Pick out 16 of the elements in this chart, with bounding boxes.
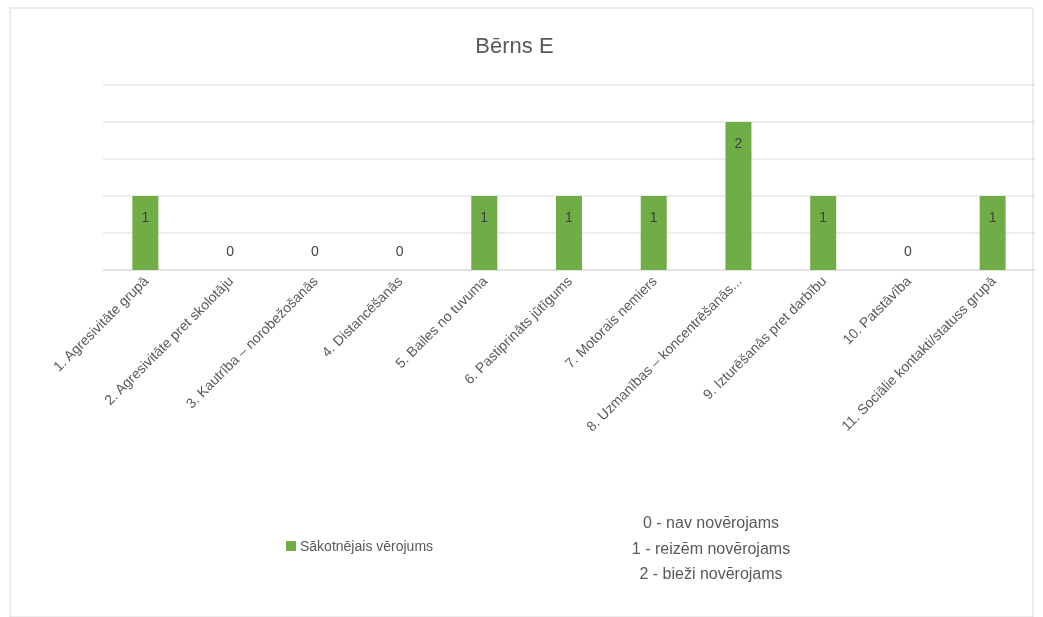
data-label: 1 (565, 209, 574, 225)
data-label: 1 (988, 209, 997, 225)
data-label: 1 (649, 209, 658, 225)
data-label: 0 (226, 243, 235, 259)
data-label: 0 (904, 243, 913, 259)
chart-title: Bērns E (475, 33, 554, 58)
data-label: 0 (395, 243, 404, 259)
data-label: 1 (141, 209, 150, 225)
legend-label: Sākotnējais vērojums (300, 538, 434, 554)
data-label: 0 (310, 243, 319, 259)
data-label: 1 (480, 209, 489, 225)
data-label: 2 (734, 135, 743, 151)
text: 1 - reizēm novērojams (631, 539, 791, 557)
data-label: 1 (819, 209, 828, 225)
text: 2 - bieži novērojams (639, 565, 783, 582)
text: 0 - nav novērojams (642, 514, 780, 531)
